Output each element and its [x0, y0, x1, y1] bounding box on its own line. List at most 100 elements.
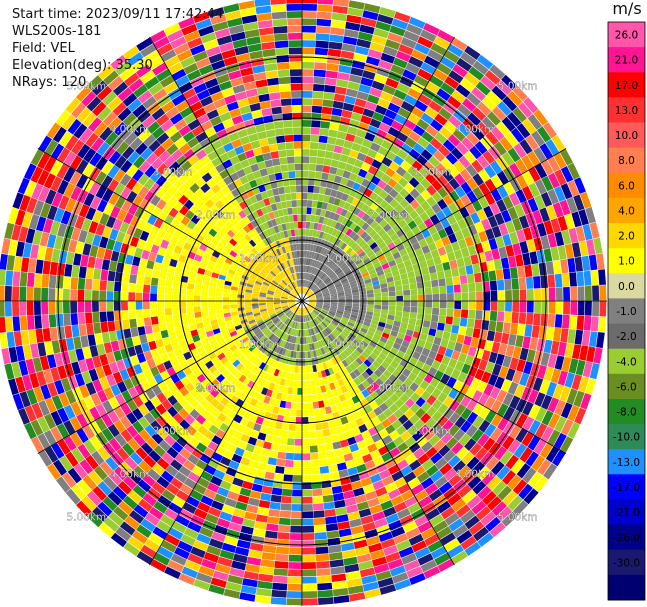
ppi-gate-cell [361, 213, 371, 222]
colorbar-frame [607, 21, 646, 601]
ppi-gate-cell [195, 459, 208, 471]
ppi-gate-cell [466, 495, 482, 510]
ppi-gate-cell [331, 301, 338, 303]
ppi-gate-cell [400, 322, 408, 329]
ppi-gate-cell [404, 182, 415, 193]
ppi-gate-cell [328, 397, 336, 406]
ppi-gate-cell [288, 214, 294, 223]
ppi-gate-cell [315, 33, 330, 41]
ppi-gate-cell [91, 450, 105, 466]
ppi-gate-cell [455, 84, 471, 98]
ppi-gate-cell [86, 323, 94, 335]
ppi-gate-cell [179, 172, 190, 183]
ppi-gate-cell [386, 276, 394, 283]
ppi-gate-cell [325, 249, 331, 257]
ppi-gate-cell [373, 224, 383, 233]
ppi-gate-cell [317, 4, 333, 13]
ppi-gate-cell [377, 98, 391, 109]
ppi-gate-cell [316, 261, 322, 269]
ppi-gate-cell [433, 336, 442, 346]
ppi-gate-cell [540, 313, 548, 327]
ppi-gate-cell [344, 290, 352, 295]
ppi-gate-cell [332, 587, 349, 597]
ppi-gate-cell [308, 294, 315, 298]
ppi-gate-cell [275, 308, 283, 313]
ppi-gate-cell [341, 483, 353, 493]
colorbar-tick-label: 6.0 [618, 180, 635, 192]
ppi-gate-cell [369, 473, 382, 484]
ppi-gate-cell [26, 197, 38, 214]
ppi-gate-cell [245, 311, 253, 316]
ppi-gate-cell [593, 237, 603, 254]
range-ring-label: 4.00km [455, 469, 495, 481]
ppi-gate-cell [129, 510, 145, 524]
ppi-gate-cell [341, 359, 349, 368]
ppi-gate-cell [304, 351, 308, 359]
ppi-gate-cell [167, 328, 176, 337]
ppi-gate-cell [281, 488, 293, 497]
ppi-gate-cell [384, 214, 394, 224]
ppi-gate-cell [302, 475, 312, 482]
ppi-gate-cell [411, 483, 425, 496]
ppi-gate-cell [370, 211, 380, 220]
ppi-gate-cell [334, 355, 342, 364]
ppi-gate-cell [172, 178, 184, 190]
ppi-gate-cell [497, 403, 509, 417]
ppi-gate-cell [241, 258, 250, 266]
ppi-gate-cell [302, 496, 313, 504]
ppi-gate-cell [234, 45, 249, 56]
ppi-gate-cell [306, 273, 310, 280]
ppi-gate-cell [356, 365, 365, 374]
ppi-gate-cell [57, 179, 69, 195]
ppi-gate-cell [197, 425, 209, 436]
ppi-gate-cell [182, 502, 197, 514]
ppi-gate-cell [387, 281, 395, 288]
ppi-gate-cell [76, 500, 92, 517]
ppi-gate-cell [580, 191, 592, 209]
ppi-gate-cell [365, 282, 373, 288]
ppi-gate-cell [225, 125, 237, 136]
ppi-gate-cell [358, 330, 367, 337]
ppi-gate-cell [332, 319, 340, 325]
ppi-gate-cell [123, 263, 132, 274]
ppi-gate-cell [234, 145, 245, 156]
ppi-gate-cell [147, 214, 158, 226]
ppi-gate-cell [420, 112, 434, 125]
ppi-gate-cell [158, 315, 166, 324]
ppi-gate-cell [77, 312, 86, 325]
ppi-gate-cell [155, 415, 168, 427]
ppi-gate-cell [195, 149, 207, 160]
ppi-gate-cell [474, 242, 484, 254]
ppi-gate-cell [316, 297, 324, 300]
ppi-gate-cell [462, 470, 477, 484]
ppi-gate-cell [302, 409, 309, 417]
ppi-gate-cell [309, 299, 316, 301]
ppi-gate-cell [324, 328, 331, 335]
ppi-gate-cell [318, 283, 325, 289]
ppi-gate-cell [274, 561, 289, 569]
ppi-gate-cell [440, 217, 451, 229]
ppi-gate-cell [435, 162, 448, 175]
ppi-gate-cell [468, 366, 478, 378]
colorbar-swatch [608, 273, 645, 299]
ppi-gate-cell [268, 323, 275, 330]
ppi-gate-cell [25, 358, 36, 375]
ppi-gate-cell [382, 435, 393, 445]
ppi-gate-cell [286, 149, 295, 157]
ppi-gate-cell [310, 379, 316, 388]
ppi-gate-cell [287, 350, 292, 358]
ppi-gate-cell [71, 484, 87, 500]
ppi-gate-cell [394, 256, 404, 265]
ppi-gate-cell [440, 82, 455, 96]
ppi-gate-cell [313, 334, 318, 342]
ppi-gate-cell [191, 125, 204, 137]
ppi-gate-cell [242, 142, 253, 152]
ppi-gate-cell [266, 374, 274, 382]
ppi-gate-cell [299, 250, 302, 258]
ppi-gate-cell [463, 335, 472, 346]
ppi-gate-cell [19, 315, 28, 331]
ppi-gate-cell [415, 183, 426, 194]
ppi-gate-cell [306, 380, 311, 388]
ppi-gate-cell [99, 301, 107, 312]
ppi-gate-cell [356, 247, 364, 256]
